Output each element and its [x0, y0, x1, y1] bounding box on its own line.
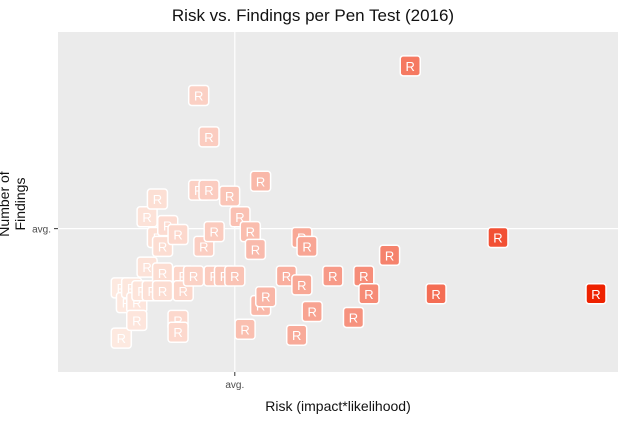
- point-label-text: R: [179, 284, 188, 299]
- point-label-text: R: [431, 287, 440, 302]
- point-label-text: R: [235, 210, 244, 225]
- point-label-text: R: [142, 210, 151, 225]
- point-label-text: R: [117, 331, 126, 346]
- point-label-box: [285, 324, 308, 346]
- point-label-text: R: [282, 269, 291, 284]
- point-label-text: R: [173, 313, 182, 328]
- point-label-text: R: [406, 59, 415, 74]
- point-label-box: [255, 285, 277, 308]
- chart-title: Risk vs. Findings per Pen Test (2016): [171, 6, 455, 25]
- point-label-box: [296, 235, 318, 258]
- point-label-box: [224, 265, 246, 287]
- point-label-box: [342, 306, 365, 329]
- point-label-text: R: [158, 284, 167, 299]
- point-label-text: R: [591, 287, 600, 302]
- point-label-text: R: [204, 130, 213, 145]
- point-label-text: R: [261, 290, 270, 305]
- point-label-box: [358, 283, 380, 305]
- point-label-text: R: [209, 225, 218, 240]
- point-label-text: R: [153, 192, 162, 207]
- point-label-text: R: [142, 260, 151, 275]
- point-label-box: [425, 283, 447, 305]
- point-label-text: R: [256, 174, 265, 189]
- y-axis-label: Number of Findings: [0, 171, 28, 237]
- point-label-box: [585, 283, 607, 305]
- point-label-text: R: [194, 88, 203, 103]
- point-label-box: [126, 309, 148, 332]
- point-label-box: [322, 265, 344, 287]
- point-label-box: [244, 238, 267, 261]
- point-label-box: [378, 244, 401, 267]
- point-label-text: R: [308, 305, 317, 320]
- y-tick-label: avg.: [32, 225, 51, 236]
- point-label-text: R: [493, 231, 502, 246]
- x-tick-label: avg.: [225, 380, 244, 391]
- point-label-box: [203, 220, 225, 243]
- point-label-box: [167, 321, 189, 343]
- point-label-box: [234, 318, 256, 341]
- point-label-box: [218, 185, 241, 207]
- point-label-box: [249, 170, 272, 193]
- point-label-text: R: [359, 269, 368, 284]
- point-label-text: R: [158, 266, 167, 281]
- point-label-text: R: [173, 228, 182, 243]
- point-label-text: R: [204, 183, 213, 198]
- point-label-text: R: [173, 325, 182, 340]
- point-label-text: R: [158, 239, 167, 254]
- point-label-box: [301, 300, 323, 323]
- point-label-text: R: [385, 248, 394, 263]
- point-label-text: R: [349, 310, 358, 325]
- point-label-box: [187, 84, 210, 107]
- point-label-text: R: [225, 189, 234, 204]
- point-label-text: R: [240, 322, 249, 337]
- point-label-box: [167, 223, 189, 246]
- point-label-box: [146, 188, 169, 210]
- point-label-text: R: [302, 239, 311, 254]
- point-label-text: R: [292, 328, 301, 343]
- point-label-box: [198, 126, 220, 148]
- point-label-text: R: [251, 242, 260, 257]
- point-label-text: R: [199, 239, 208, 254]
- point-label-box: [110, 327, 133, 349]
- point-label-box: [291, 274, 313, 296]
- point-label-text: R: [189, 269, 198, 284]
- point-label-box: [487, 226, 509, 249]
- x-axis-label: Risk (impact*likelihood): [265, 398, 411, 414]
- point-label-text: R: [230, 269, 239, 284]
- point-label-text: R: [132, 313, 141, 328]
- point-label-text: R: [246, 225, 255, 240]
- point-label-text: R: [364, 287, 373, 302]
- point-label-text: R: [132, 296, 141, 311]
- point-label-box: [399, 55, 421, 77]
- point-label-text: R: [328, 269, 337, 284]
- point-label-text: R: [297, 278, 306, 293]
